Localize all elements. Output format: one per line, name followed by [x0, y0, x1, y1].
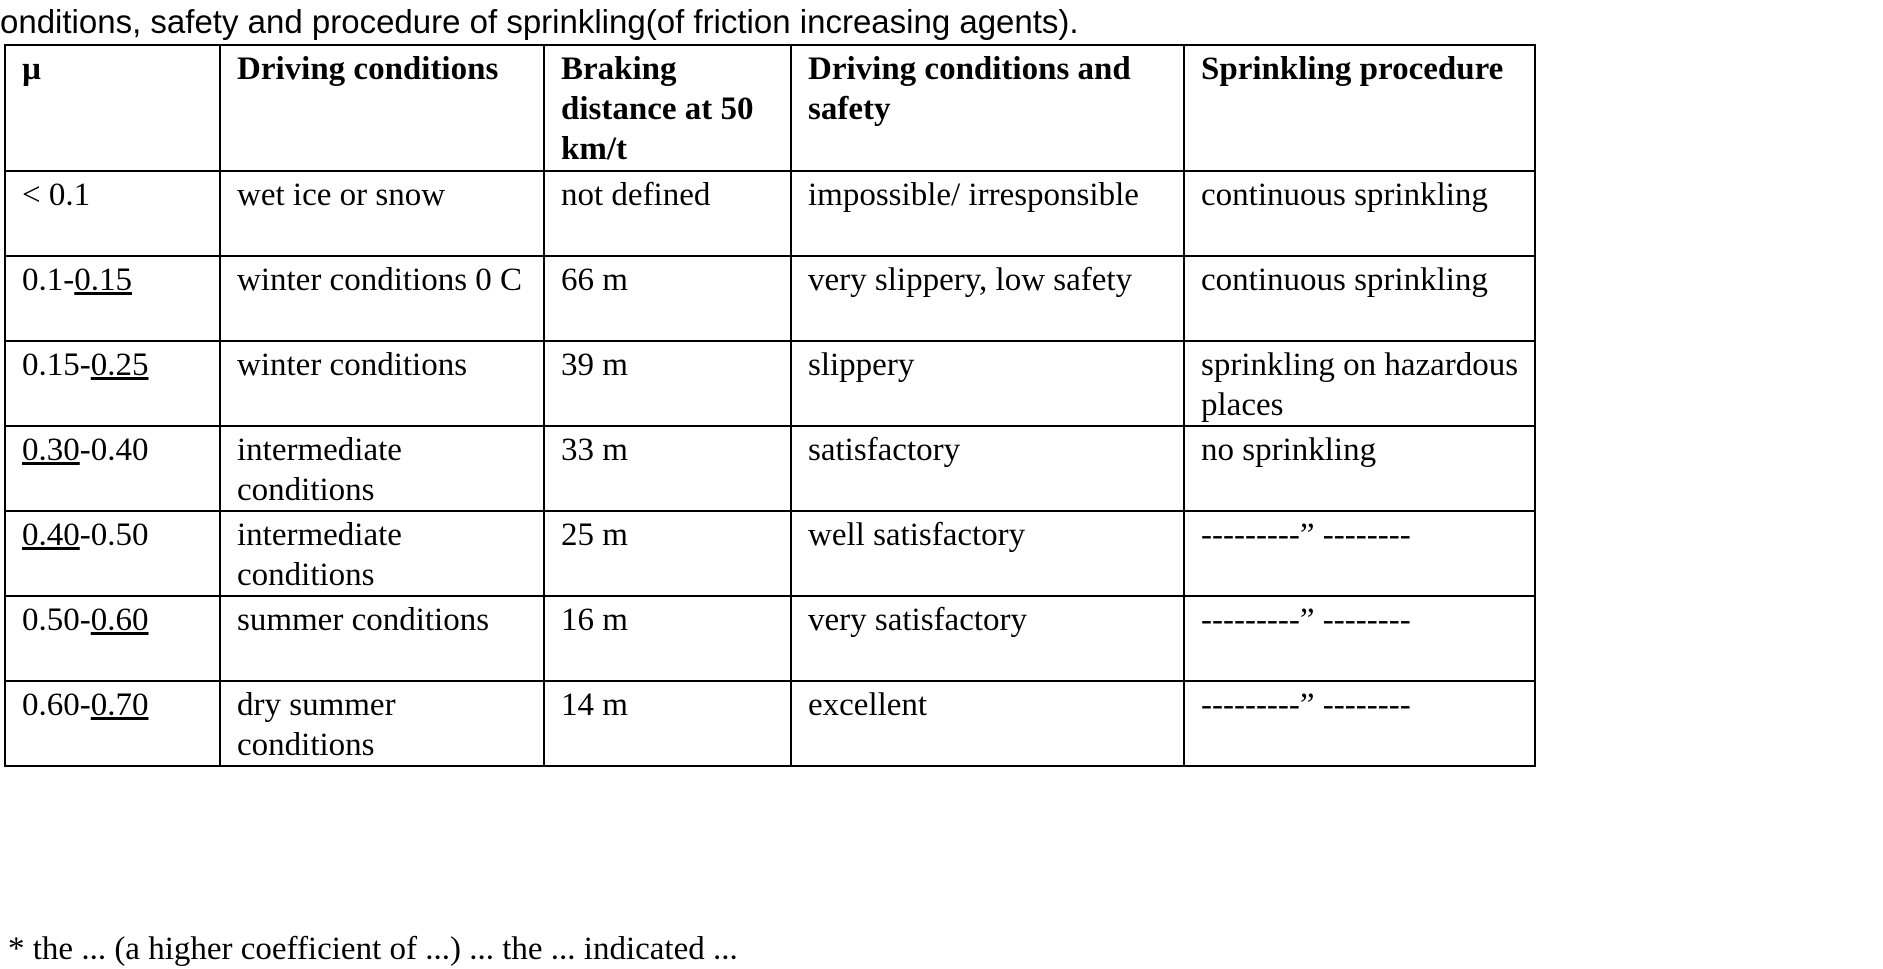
cell-braking-distance: 25 m — [543, 510, 792, 597]
cell-sprinkling: ---------” -------- — [1183, 595, 1536, 682]
cell-driving-conditions: intermediate conditions — [219, 425, 545, 512]
friction-table: µ Driving conditions Braking distance at… — [4, 44, 1536, 767]
cell-sprinkling: continuous sprinkling — [1183, 170, 1536, 257]
cell-driving-conditions: winter conditions — [219, 340, 545, 427]
cell-braking-distance: 16 m — [543, 595, 792, 682]
cell-safety: well satisfactory — [790, 510, 1185, 597]
cell-mu: 0.50-0.60 — [4, 595, 221, 682]
cell-mu: 0.40-0.50 — [4, 510, 221, 597]
cell-mu: 0.30-0.40 — [4, 425, 221, 512]
table-row: 0.50-0.60 summer conditions 16 m very sa… — [4, 595, 1536, 682]
cell-sprinkling: continuous sprinkling — [1183, 255, 1536, 342]
table-row: 0.15-0.25 winter conditions 39 m slipper… — [4, 340, 1536, 427]
table-row: < 0.1 wet ice or snow not defined imposs… — [4, 170, 1536, 257]
cell-safety: impossible/ irresponsible — [790, 170, 1185, 257]
cell-sprinkling: ---------” -------- — [1183, 510, 1536, 597]
cell-mu: 0.1-0.15 — [4, 255, 221, 342]
cell-mu: 0.60-0.70 — [4, 680, 221, 767]
cell-safety: satisfactory — [790, 425, 1185, 512]
cell-driving-conditions: summer conditions — [219, 595, 545, 682]
cell-sprinkling: no sprinkling — [1183, 425, 1536, 512]
header-braking-distance: Braking distance at 50 km/t — [543, 44, 792, 172]
cell-sprinkling: sprinkling on hazardous places — [1183, 340, 1536, 427]
header-sprinkling-procedure: Sprinkling procedure — [1183, 44, 1536, 172]
cell-safety: very satisfactory — [790, 595, 1185, 682]
cell-braking-distance: 39 m — [543, 340, 792, 427]
footnote-text: * the ... (a higher coefficient of ...) … — [8, 931, 738, 967]
cell-driving-conditions: wet ice or snow — [219, 170, 545, 257]
table-caption: onditions, safety and procedure of sprin… — [0, 3, 1079, 40]
cell-safety: very slippery, low safety — [790, 255, 1185, 342]
cell-mu: < 0.1 — [4, 170, 221, 257]
cell-driving-conditions: winter conditions 0 C — [219, 255, 545, 342]
table-header-row: µ Driving conditions Braking distance at… — [4, 44, 1536, 172]
header-driving-conditions: Driving conditions — [219, 44, 545, 172]
header-conditions-and-safety: Driving conditions and safety — [790, 44, 1185, 172]
cell-driving-conditions: dry summer conditions — [219, 680, 545, 767]
table-row: 0.1-0.15 winter conditions 0 C 66 m very… — [4, 255, 1536, 342]
table-row: 0.60-0.70 dry summer conditions 14 m exc… — [4, 680, 1536, 767]
cell-braking-distance: 14 m — [543, 680, 792, 767]
cell-braking-distance: not defined — [543, 170, 792, 257]
cell-sprinkling: ---------” -------- — [1183, 680, 1536, 767]
table-row: 0.30-0.40 intermediate conditions 33 m s… — [4, 425, 1536, 512]
header-mu: µ — [4, 44, 221, 172]
cell-safety: slippery — [790, 340, 1185, 427]
cell-mu: 0.15-0.25 — [4, 340, 221, 427]
cell-safety: excellent — [790, 680, 1185, 767]
table-row: 0.40-0.50 intermediate conditions 25 m w… — [4, 510, 1536, 597]
cell-driving-conditions: intermediate conditions — [219, 510, 545, 597]
cell-braking-distance: 66 m — [543, 255, 792, 342]
cell-braking-distance: 33 m — [543, 425, 792, 512]
